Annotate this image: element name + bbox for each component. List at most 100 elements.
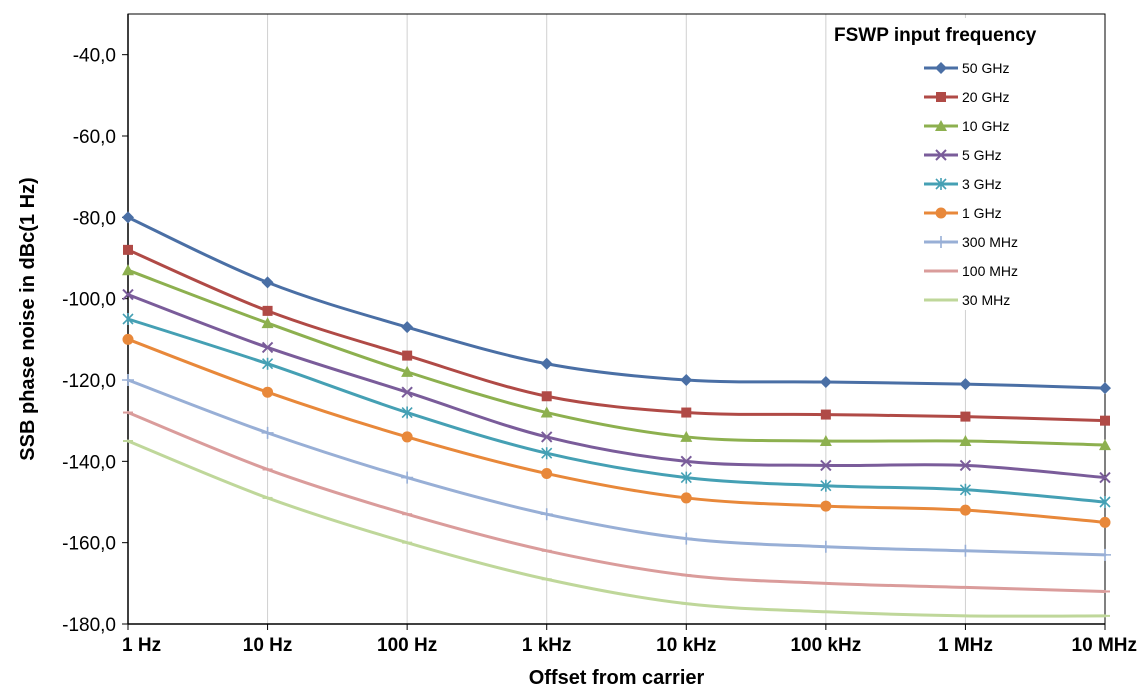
data-point [401, 406, 413, 419]
legend-label: 3 GHz [962, 176, 1002, 192]
data-point [960, 411, 971, 422]
data-point [122, 313, 134, 325]
legend-item: 10 GHz [924, 118, 1009, 134]
data-point [819, 376, 832, 389]
series-lines [122, 211, 1111, 618]
data-point [680, 532, 693, 545]
data-point [959, 378, 972, 391]
data-point [122, 374, 134, 386]
legend-marker [935, 120, 947, 131]
series-line [126, 439, 1107, 618]
x-axis-title: Offset from carrier [529, 667, 705, 689]
legend-item: 30 MHz [924, 292, 1010, 308]
y-tick-label: -60,0 [73, 127, 116, 148]
data-point [1099, 496, 1111, 508]
data-point [540, 406, 553, 418]
data-point [959, 504, 971, 516]
x-tick-label: 1 kHz [522, 635, 572, 656]
data-point [1099, 471, 1111, 484]
tick-labels: -40,0 -60,0 -80,0 -100,0 -120,0 -140,0 -160,0 -… [62, 46, 1137, 656]
data-point [1099, 548, 1111, 561]
legend-marker [935, 149, 947, 161]
data-point [1100, 415, 1110, 426]
legend-item: 3 GHz [924, 176, 1002, 192]
data-point [820, 479, 832, 492]
series-line [126, 268, 1107, 447]
series-10-ghz [122, 264, 1111, 451]
y-tick-label: -100,0 [62, 290, 116, 311]
series-50-ghz [122, 211, 1111, 395]
data-point [820, 500, 832, 512]
legend-item: 100 MHz [924, 263, 1018, 279]
data-point [541, 447, 553, 460]
data-point [402, 350, 413, 361]
y-tick-label: -140,0 [62, 452, 116, 473]
series-line [126, 317, 1107, 504]
data-point [959, 544, 972, 557]
series-line [126, 293, 1107, 480]
legend-label: 300 MHz [962, 234, 1018, 250]
data-point [122, 333, 134, 345]
data-point [541, 468, 553, 480]
data-point [820, 409, 831, 420]
data-point [262, 386, 274, 398]
y-tick-label: -120,0 [62, 371, 116, 392]
x-tick-label: 100 kHz [790, 635, 861, 656]
data-point [541, 431, 553, 443]
data-point [1099, 382, 1111, 395]
legend-marker [935, 178, 947, 190]
legend-item: 300 MHz [924, 234, 1018, 250]
data-point [262, 357, 274, 370]
data-point [540, 508, 553, 521]
data-point [401, 386, 413, 398]
series-1-ghz [122, 333, 1111, 528]
series-line [126, 378, 1107, 557]
data-point [820, 459, 832, 472]
data-point [680, 374, 693, 386]
legend-label: 50 GHz [962, 60, 1009, 76]
legend-label: 30 MHz [962, 292, 1010, 308]
data-point [1099, 439, 1111, 451]
data-point [261, 341, 274, 354]
data-point [959, 435, 972, 446]
x-tick-label: 100 Hz [377, 635, 437, 656]
data-point [819, 435, 832, 446]
x-tick-label: 10 MHz [1072, 635, 1137, 656]
series-20-ghz [123, 244, 1110, 426]
data-point [680, 455, 692, 468]
y-tick-label: -180,0 [62, 615, 116, 636]
data-point [401, 471, 414, 484]
legend-item: 50 GHz [924, 60, 1009, 76]
x-tick-label: 1 Hz [122, 635, 161, 656]
data-point [680, 430, 693, 442]
data-point [122, 264, 134, 276]
legend-background [828, 18, 1096, 310]
legend-item: 5 GHz [924, 147, 1002, 163]
y-tick-label: -40,0 [73, 46, 116, 67]
legend-marker [935, 236, 947, 248]
series-line [126, 248, 1107, 423]
legend-item: 1 GHz [924, 205, 1002, 221]
series-100-mhz [123, 411, 1110, 593]
legend-label: 1 GHz [962, 205, 1002, 221]
data-point [261, 426, 274, 439]
series-30-mhz [123, 439, 1110, 618]
data-point [122, 211, 134, 224]
series-5-ghz [122, 288, 1111, 484]
data-point [680, 492, 692, 504]
legend-marker [935, 207, 947, 219]
data-point [261, 317, 274, 329]
data-point [680, 471, 692, 484]
data-point [262, 305, 273, 316]
legend-label: 100 MHz [962, 263, 1018, 279]
data-point [819, 540, 832, 553]
legend-label: 10 GHz [962, 118, 1009, 134]
legend-marker [936, 92, 946, 102]
legend-item: 20 GHz [924, 89, 1009, 105]
data-point [1099, 516, 1111, 528]
series-300-mhz [122, 374, 1111, 561]
data-point [401, 431, 413, 443]
y-axis-title: SSB phase noise in dBc(1 Hz) [17, 177, 39, 460]
legend: FSWP input frequency 50 GHz 20 GHz 10 GHz 5… [828, 18, 1096, 310]
legend-label: 5 GHz [962, 147, 1002, 163]
